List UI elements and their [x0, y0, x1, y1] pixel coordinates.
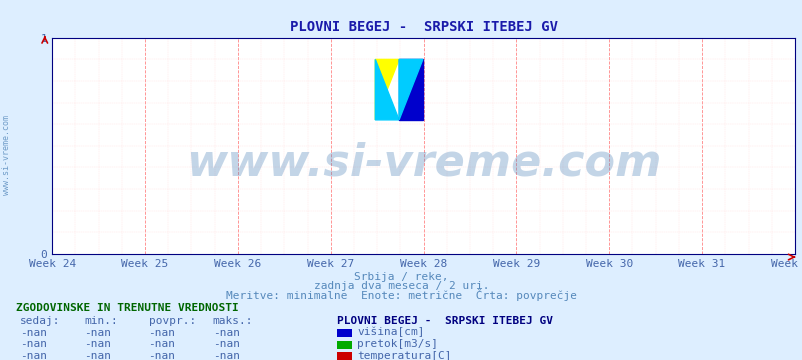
Text: -nan: -nan — [148, 351, 176, 360]
Text: -nan: -nan — [20, 351, 47, 360]
Text: sedaj:: sedaj: — [20, 316, 60, 326]
Text: višina[cm]: višina[cm] — [357, 327, 424, 338]
Text: -nan: -nan — [148, 339, 176, 349]
Text: povpr.:: povpr.: — [148, 316, 196, 326]
Text: min.:: min.: — [84, 316, 118, 326]
Polygon shape — [399, 59, 423, 120]
Text: zadnja dva meseca / 2 uri.: zadnja dva meseca / 2 uri. — [314, 282, 488, 292]
Text: Meritve: minimalne  Enote: metrične  Črta: povprečje: Meritve: minimalne Enote: metrične Črta:… — [225, 289, 577, 301]
Text: -nan: -nan — [84, 339, 111, 349]
Text: -nan: -nan — [213, 339, 240, 349]
Text: -nan: -nan — [213, 351, 240, 360]
Text: -nan: -nan — [84, 328, 111, 338]
Polygon shape — [375, 59, 399, 120]
Text: -nan: -nan — [84, 351, 111, 360]
Text: Srbija / reke,: Srbija / reke, — [354, 272, 448, 282]
Polygon shape — [399, 59, 423, 120]
Text: pretok[m3/s]: pretok[m3/s] — [357, 339, 438, 349]
Text: maks.:: maks.: — [213, 316, 253, 326]
Text: www.si-vreme.com: www.si-vreme.com — [2, 115, 11, 195]
Text: -nan: -nan — [148, 328, 176, 338]
Text: -nan: -nan — [20, 328, 47, 338]
Text: -nan: -nan — [20, 339, 47, 349]
Text: -nan: -nan — [213, 328, 240, 338]
Polygon shape — [375, 59, 399, 120]
Text: ZGODOVINSKE IN TRENUTNE VREDNOSTI: ZGODOVINSKE IN TRENUTNE VREDNOSTI — [16, 303, 238, 314]
Text: www.si-vreme.com: www.si-vreme.com — [185, 141, 661, 185]
Text: PLOVNI BEGEJ -  SRPSKI ITEBEJ GV: PLOVNI BEGEJ - SRPSKI ITEBEJ GV — [337, 316, 553, 326]
Title: PLOVNI BEGEJ -  SRPSKI ITEBEJ GV: PLOVNI BEGEJ - SRPSKI ITEBEJ GV — [290, 20, 557, 34]
Text: temperatura[C]: temperatura[C] — [357, 351, 452, 360]
